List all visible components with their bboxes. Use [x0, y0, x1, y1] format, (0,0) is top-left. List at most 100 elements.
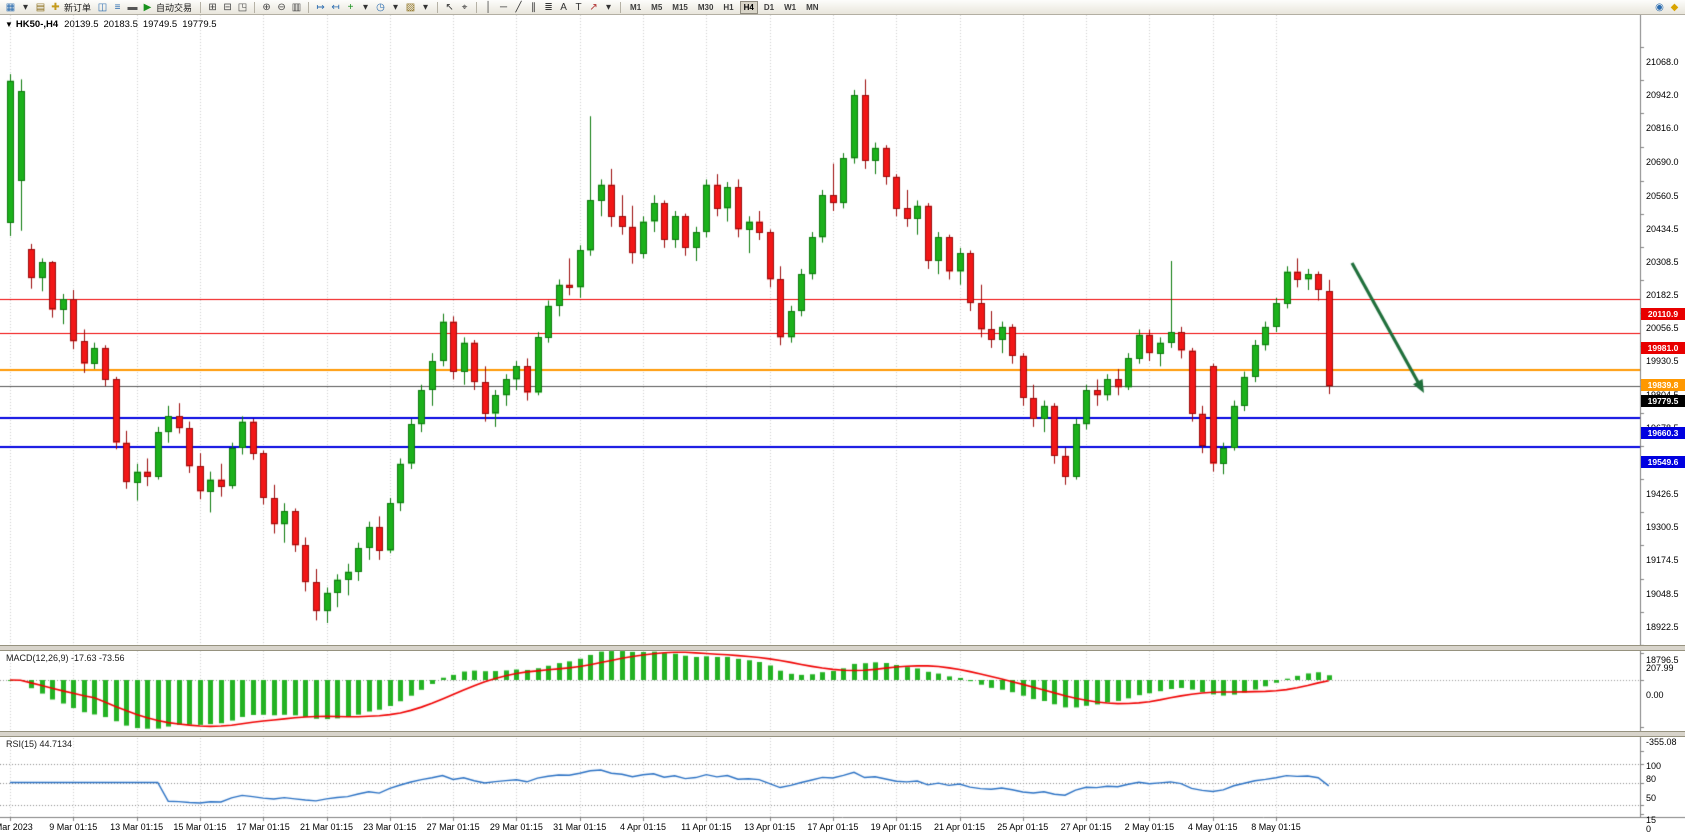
price-axis-label: 19804.5: [1646, 390, 1684, 400]
ohlc-open-value: 20139.5: [64, 19, 99, 30]
indicators-caret-icon[interactable]: ▾: [363, 1, 369, 13]
timeframe-button-d1[interactable]: D1: [763, 2, 775, 12]
symbol-title: HK50-,H4: [15, 19, 59, 30]
toolbar-separator: [308, 1, 310, 13]
timeframe-button-m30[interactable]: M30: [697, 2, 714, 12]
time-axis-label: 11 Apr 01:15: [681, 822, 732, 832]
ohlc-high-value: 20183.5: [103, 19, 138, 30]
profiles-icon[interactable]: ▤: [35, 1, 46, 13]
timeframe-button-w1[interactable]: W1: [784, 2, 797, 12]
rsi-axis-label: 0: [1646, 824, 1652, 834]
periods-icon[interactable]: ◷: [376, 1, 385, 13]
price-axis-label: 20182.5: [1646, 290, 1679, 301]
community-icon[interactable]: ◉: [1655, 1, 1664, 13]
new-chart-caret-icon[interactable]: ▾: [22, 1, 29, 13]
time-axis-label: 13 Mar 01:15: [110, 822, 164, 832]
tile-icon[interactable]: ▥: [291, 1, 302, 13]
autotrading-label[interactable]: 自动交易: [156, 2, 193, 13]
time-axis-label: 13 Apr 01:15: [744, 822, 796, 832]
price-axis-label: 20308.5: [1646, 256, 1679, 267]
toolbar-separator: [200, 1, 202, 13]
macd-axis-label: 207.99: [1646, 662, 1674, 673]
rsi-axis-label: 50: [1646, 792, 1657, 803]
price-axis-label: 20690.0: [1646, 156, 1679, 167]
cascade-windows-icon[interactable]: ◳: [237, 1, 248, 13]
alert-icon[interactable]: ◆: [1670, 1, 1679, 13]
timeframe-button-h4[interactable]: H4: [739, 0, 758, 14]
hline-price-tag: 20110.9: [1641, 307, 1685, 320]
tile-horizontal-icon[interactable]: ⊟: [223, 1, 232, 13]
autotrading-icon[interactable]: ▶: [143, 1, 152, 13]
time-axis-label: 25 Apr 01:15: [997, 822, 1049, 832]
rsi-axis-label: 80: [1646, 773, 1657, 784]
terminal-icon[interactable]: ▬: [127, 1, 138, 13]
horizontal-line-icon[interactable]: ─: [499, 1, 508, 13]
timeframe-button-m1[interactable]: M1: [630, 2, 642, 12]
navigator-icon[interactable]: ≡: [114, 1, 121, 13]
fibonacci-icon[interactable]: ≣: [544, 1, 553, 13]
time-axis-label: 27 Apr 01:15: [1060, 822, 1112, 832]
hline-price-tag: 19660.3: [1641, 426, 1685, 439]
rsi-axis-label: 100: [1646, 761, 1662, 771]
auto-scroll-icon[interactable]: ↦: [316, 1, 325, 13]
trendline-icon[interactable]: ╱: [515, 1, 522, 13]
indicators-icon[interactable]: +: [347, 1, 354, 13]
hline-price-tag: 19839.8: [1641, 379, 1685, 392]
tile-windows-icon[interactable]: ⊞: [208, 1, 217, 13]
time-axis-label: 27 Mar 01:15: [426, 822, 480, 832]
periods-caret-icon[interactable]: ▾: [393, 1, 399, 13]
crosshair-icon[interactable]: ⌖: [461, 1, 468, 13]
price-axis-label: 20560.5: [1646, 190, 1679, 201]
zoom-in-icon[interactable]: ⊕: [262, 1, 271, 13]
vertical-line-icon[interactable]: │: [485, 1, 492, 13]
hline-price-tag: 19779.5: [1641, 395, 1685, 408]
time-axis-label: 21 Apr 01:15: [933, 822, 986, 832]
timeframe-button-m15[interactable]: M15: [672, 2, 688, 12]
top-toolbar: ▦ ▾ ▤ ✚ 新订单 ◫ ≡ ▬ ▶ 自动交易 ⊞ ⊟ ◳ ⊕ ⊖ ▥ ↦ ↤ + ▾ ◷ ▾ ▨ ▾ ↖ ⌖ │ ─ ╱ ∥ ≣ A T ↗ ▾…: [0, 0, 1685, 15]
macd-panel-splitter[interactable]: [0, 645, 1685, 651]
timeframe-button-m5[interactable]: M5: [651, 2, 663, 12]
market-watch-icon[interactable]: ◫: [97, 1, 108, 13]
time-axis-label: 29 Mar 01:15: [489, 822, 543, 832]
templates-caret-icon[interactable]: ▾: [423, 1, 429, 13]
price-axis-label: 18922.5: [1646, 621, 1679, 632]
macd-axis-label: -355.08: [1646, 736, 1677, 747]
arrows-caret-icon[interactable]: ▾: [606, 1, 612, 13]
price-chart-canvas[interactable]: [0, 15, 1685, 839]
timeframe-button-mn[interactable]: MN: [806, 2, 819, 12]
toolbar-separator: [254, 1, 256, 13]
toolbar-separator: [620, 1, 622, 13]
price-axis-label: 19300.5: [1646, 522, 1679, 533]
arrows-icon[interactable]: ↗: [589, 1, 598, 13]
zoom-out-icon[interactable]: ⊖: [277, 1, 286, 13]
text-icon[interactable]: A: [560, 1, 567, 13]
new-order-label[interactable]: 新订单: [64, 2, 92, 13]
time-axis-label: 23 Mar 01:15: [363, 822, 417, 832]
rsi-panel-splitter[interactable]: [0, 731, 1685, 737]
time-axis-label: 4 May 01:15: [1187, 822, 1238, 832]
price-axis-label: 20434.5: [1646, 223, 1679, 234]
time-axis-label: 17 Mar 01:15: [236, 822, 290, 832]
text-label-icon[interactable]: T: [575, 1, 582, 13]
templates-icon[interactable]: ▨: [405, 1, 416, 13]
channel-icon[interactable]: ∥: [531, 1, 537, 13]
new-chart-icon[interactable]: ▦: [5, 1, 16, 13]
macd-indicator-label: MACD(12,26,9) -17.63 -73.56: [6, 653, 125, 663]
chart-collapse-caret-icon[interactable]: ▼: [5, 20, 13, 29]
new-order-icon[interactable]: ✚: [51, 1, 60, 13]
time-axis-label: 19 Apr 01:15: [870, 822, 922, 832]
time-axis-label: 21 Mar 01:15: [299, 822, 354, 832]
price-axis-label: 19048.5: [1646, 588, 1679, 599]
timeframe-button-h1[interactable]: H1: [723, 2, 734, 12]
price-axis-label: 21068.0: [1646, 57, 1679, 67]
toolbar-separator: [437, 1, 439, 13]
chart-shift-icon[interactable]: ↤: [331, 1, 340, 13]
time-axis-label: 31 Mar 01:15: [553, 822, 607, 832]
time-axis-label: 4 Apr 01:15: [619, 822, 667, 832]
price-axis-label: 19174.5: [1646, 555, 1679, 566]
toolbar-icon-groups: ▦ ▾ ▤ ✚ 新订单 ◫ ≡ ▬ ▶ 自动交易 ⊞ ⊟ ◳ ⊕ ⊖ ▥ ↦ ↤ + ▾ ◷ ▾ ▨ ▾ ↖ ⌖ │ ─ ╱ ∥ ≣ A T ↗ ▾…: [3, 0, 824, 14]
toolbar-separator: [476, 1, 478, 13]
cursor-icon[interactable]: ↖: [445, 1, 454, 13]
time-axis-label: 8 May 01:15: [1251, 822, 1301, 832]
